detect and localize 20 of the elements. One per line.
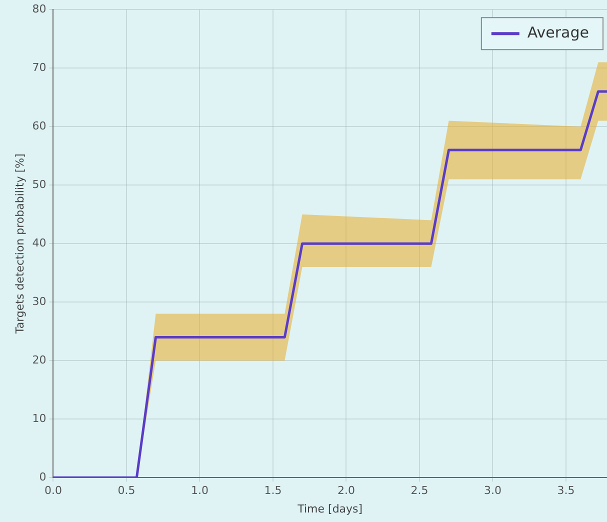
y-tick-label: 70 — [32, 60, 46, 74]
y-tick-label: 10 — [32, 412, 46, 425]
y-tick-label: 20 — [32, 353, 46, 366]
y-tick-label: 80 — [32, 2, 46, 16]
y-tick-label: 0 — [39, 470, 46, 484]
x-tick-label: 2.0 — [337, 484, 355, 498]
y-tick-label: 60 — [32, 119, 46, 132]
x-tick-label: 1.0 — [190, 484, 208, 498]
x-tick-label: 0.0 — [44, 484, 62, 498]
x-tick-label: 2.5 — [410, 484, 428, 498]
x-axis-title: Time [days] — [296, 502, 363, 516]
legend-label: Average — [527, 23, 590, 42]
x-tick-label: 1.5 — [264, 484, 282, 498]
x-tick-label: 0.5 — [118, 484, 136, 498]
y-axis-title: Targets detection probability [%] — [13, 154, 26, 335]
y-tick-label: 50 — [32, 178, 46, 191]
x-tick-label: 3.5 — [557, 484, 575, 498]
y-tick-label: 40 — [32, 236, 46, 250]
y-tick-label: 30 — [32, 294, 46, 308]
x-tick-label: 3.0 — [484, 484, 502, 498]
